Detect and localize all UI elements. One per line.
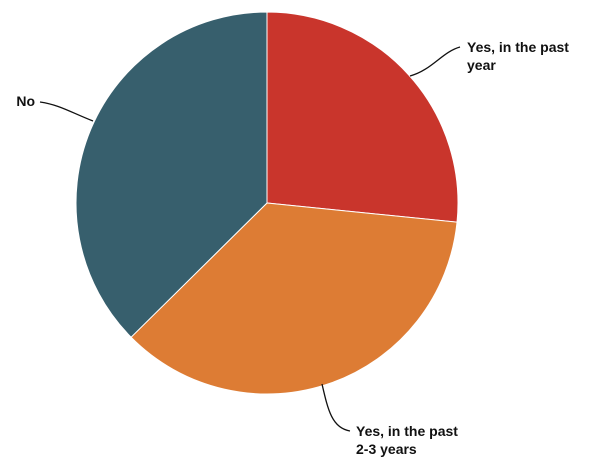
slice-label-line: Yes, in the past <box>467 39 569 55</box>
pie-slice-1 <box>266 11 459 223</box>
slice-labels: Yes, in the past year Yes, in the past 2-3 … <box>16 39 569 457</box>
slice-label-line: No <box>16 93 35 109</box>
leader-line-3 <box>39 101 94 122</box>
pie-slice-2 <box>130 202 458 395</box>
leader-line-1 <box>409 46 461 77</box>
slice-label-2: Yes, in the past 2-3 years <box>356 423 458 457</box>
leader-line-2 <box>321 383 351 432</box>
slice-label-line: year <box>467 57 496 73</box>
leader-lines <box>39 46 461 432</box>
pie-slice-3 <box>75 11 268 338</box>
slice-label-line: 2-3 years <box>356 441 417 457</box>
pie-slices <box>75 11 459 395</box>
slice-label-line: Yes, in the past <box>356 423 458 439</box>
slice-label-1: Yes, in the past year <box>467 39 569 73</box>
slice-label-3: No <box>16 93 35 109</box>
